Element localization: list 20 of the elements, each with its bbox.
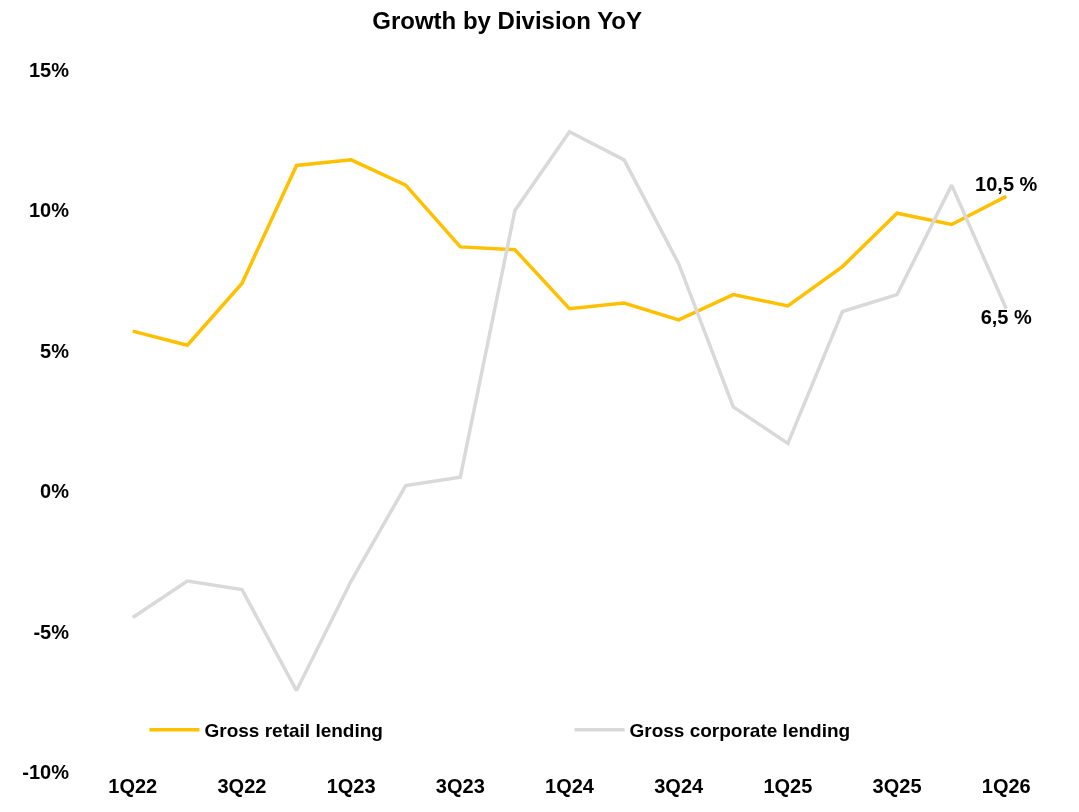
x-tick-label: 3Q24	[654, 775, 705, 797]
data-label: 10,5 %	[975, 173, 1038, 196]
y-tick-label: -5%	[33, 620, 70, 643]
y-tick-label: -10%	[22, 761, 70, 783]
y-tick-label: 15%	[28, 59, 70, 81]
y-tick-label: 10%	[28, 199, 70, 222]
x-tick-label: 3Q23	[435, 775, 485, 797]
legend-label: Gross retail lending	[204, 720, 383, 742]
x-tick-label: 1Q22	[108, 775, 158, 797]
y-tick-label: 5%	[40, 339, 70, 362]
x-tick-label: 1Q23	[326, 775, 376, 797]
chart-title: Growth by Division YoY	[372, 6, 643, 34]
x-tick-label: 1Q24	[545, 775, 595, 797]
x-tick-label: 3Q25	[872, 775, 922, 797]
y-tick-label: 0%	[40, 480, 70, 503]
legend-label: Gross corporate lending	[629, 720, 851, 742]
x-tick-label: 1Q26	[981, 775, 1031, 797]
data-label: 6,5 %	[980, 305, 1033, 328]
x-tick-label: 3Q22	[217, 775, 267, 797]
x-tick-label: 1Q25	[763, 775, 813, 797]
